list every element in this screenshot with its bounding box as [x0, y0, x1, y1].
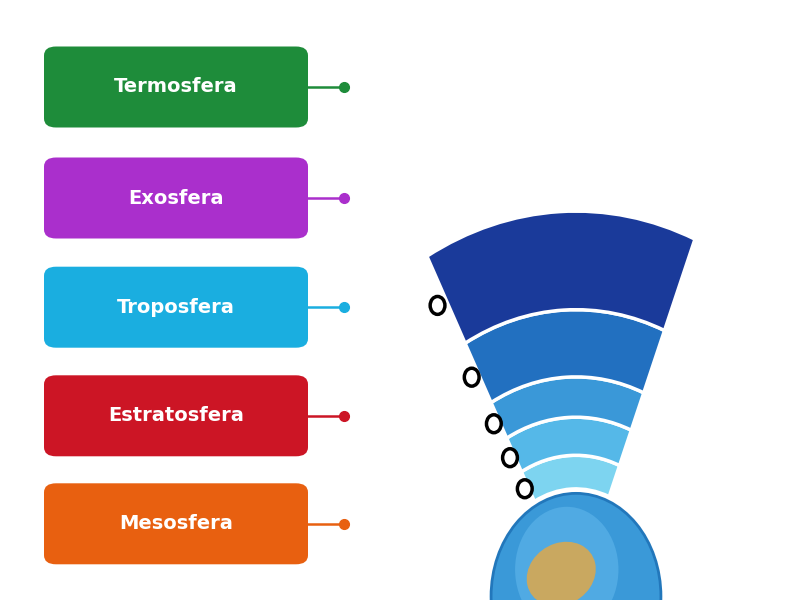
Text: Exosfera: Exosfera [128, 188, 224, 208]
Circle shape [464, 368, 479, 386]
Circle shape [486, 415, 502, 433]
Wedge shape [427, 211, 695, 343]
FancyBboxPatch shape [44, 484, 308, 564]
Circle shape [518, 480, 532, 497]
Circle shape [491, 493, 661, 600]
Circle shape [502, 449, 518, 467]
Text: Mesosfera: Mesosfera [119, 514, 233, 533]
Text: Troposfera: Troposfera [117, 298, 235, 317]
Wedge shape [522, 455, 619, 502]
FancyBboxPatch shape [44, 157, 308, 238]
FancyBboxPatch shape [44, 46, 308, 127]
Wedge shape [506, 417, 631, 472]
Text: Termosfera: Termosfera [114, 77, 238, 97]
FancyBboxPatch shape [44, 376, 308, 456]
Circle shape [430, 296, 445, 314]
FancyBboxPatch shape [44, 266, 308, 348]
Wedge shape [491, 377, 644, 438]
Circle shape [515, 507, 618, 600]
Text: Estratosfera: Estratosfera [108, 406, 244, 425]
Ellipse shape [526, 542, 596, 600]
Wedge shape [465, 310, 665, 403]
